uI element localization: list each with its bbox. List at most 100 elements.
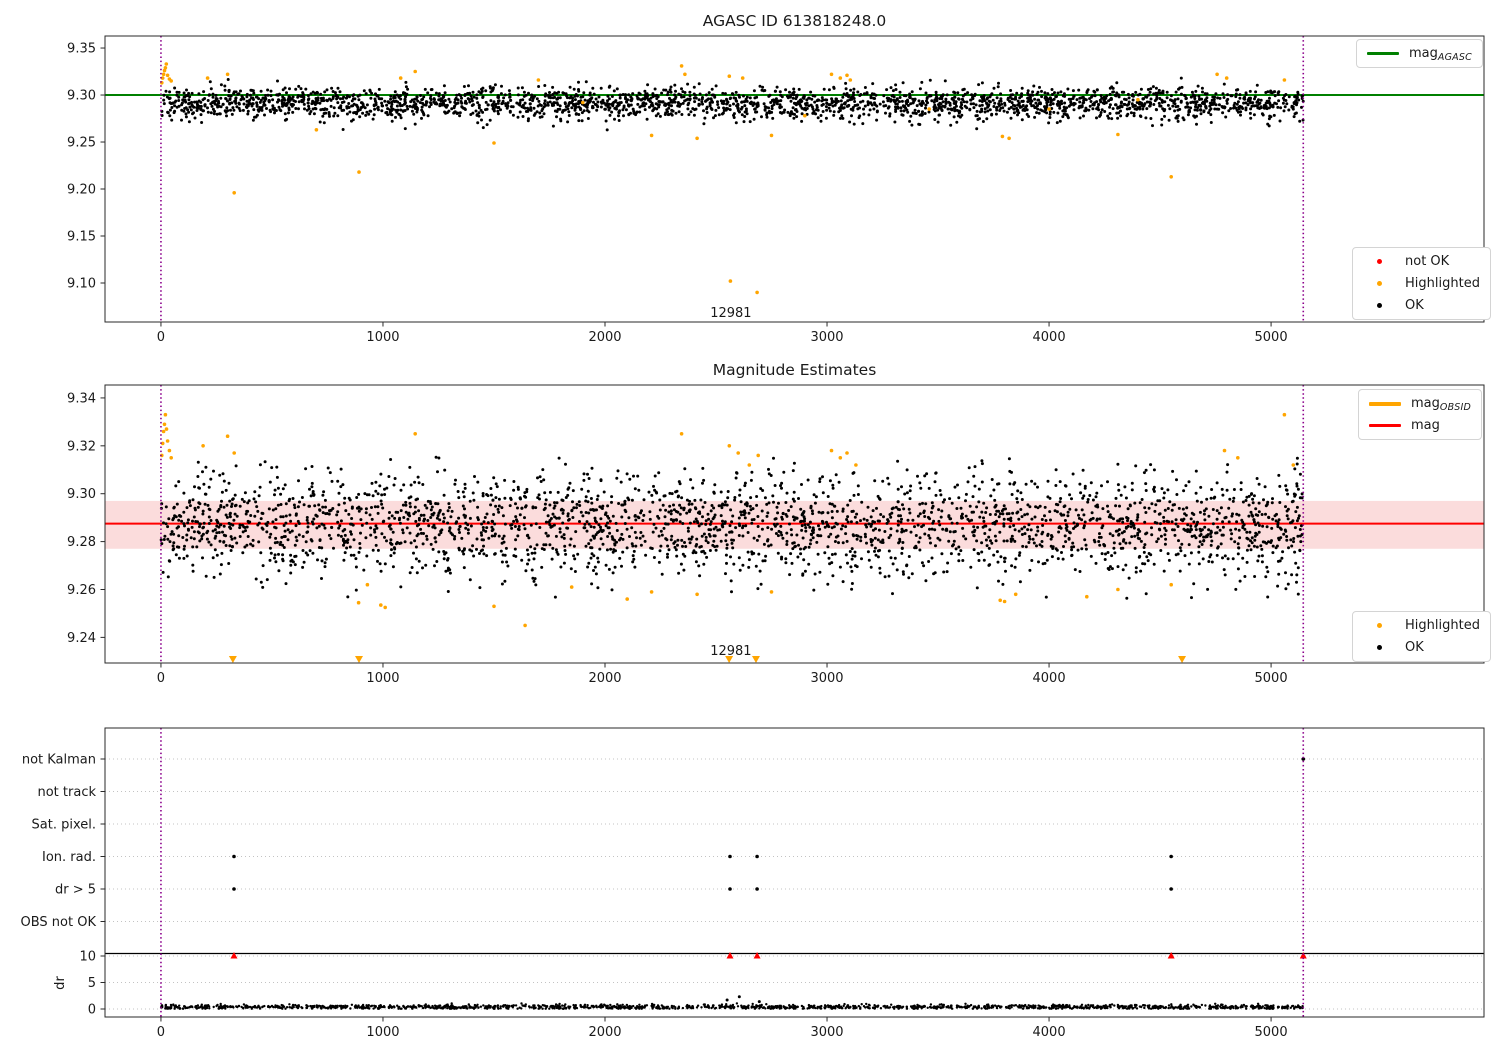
ok-point [996, 85, 1000, 89]
ok-point [778, 103, 782, 107]
ok-point [703, 116, 707, 120]
ok-point [180, 118, 183, 122]
ok-point [1243, 575, 1247, 578]
ok-point [977, 487, 981, 491]
ok-point [1257, 501, 1261, 505]
ok-point [685, 498, 689, 502]
ok-point [380, 97, 384, 101]
ok-point [853, 550, 857, 554]
ok-point [956, 483, 959, 487]
ok-point [832, 85, 836, 89]
ok-point [463, 482, 467, 486]
ok-point [567, 110, 571, 114]
ok-point [910, 572, 914, 576]
ok-point [493, 522, 497, 526]
ok-point [742, 94, 745, 98]
ok-point [466, 92, 470, 95]
ok-point [514, 515, 518, 519]
ok-point [240, 94, 244, 98]
ok-point [534, 506, 538, 510]
ok-point [708, 534, 712, 538]
ok-point [164, 89, 168, 93]
ok-point [242, 102, 246, 106]
ok-point [1231, 557, 1235, 561]
ok-point [995, 519, 998, 523]
ok-point [257, 494, 261, 498]
ok-point [786, 110, 790, 114]
ok-point [894, 83, 898, 87]
ok-point [737, 556, 741, 560]
ok-point [506, 564, 510, 568]
ok-point [1146, 559, 1150, 563]
ok-point [1114, 496, 1118, 500]
ok-point [815, 540, 819, 544]
ok-point [780, 517, 784, 521]
ok-point [608, 531, 612, 535]
ok-point [858, 94, 862, 97]
ok-point [890, 511, 894, 515]
ok-point [1290, 104, 1294, 108]
ok-point [516, 115, 520, 119]
ok-point [305, 516, 309, 519]
ok-point [785, 491, 789, 495]
ok-point [863, 86, 867, 89]
ok-point [268, 480, 272, 484]
ok-point [1203, 518, 1207, 522]
ok-point [852, 91, 855, 95]
ok-point [1017, 553, 1021, 557]
ok-point [539, 104, 543, 107]
ok-point [883, 530, 887, 533]
ok-point [902, 572, 905, 576]
ok-point [1215, 517, 1219, 521]
ok-point [744, 524, 748, 528]
ok-point [1036, 98, 1040, 102]
ok-point [641, 97, 645, 101]
ok-point [505, 560, 509, 564]
ok-point [413, 97, 417, 101]
ok-point [983, 532, 987, 535]
ok-point [966, 480, 970, 484]
ok-point [658, 100, 662, 104]
ok-point [828, 109, 832, 113]
ok-point [820, 99, 824, 103]
ok-point [645, 92, 649, 96]
ok-point [500, 560, 504, 564]
ok-point [585, 520, 589, 524]
ok-point [1106, 480, 1109, 484]
ok-point [644, 553, 648, 557]
ok-point [173, 514, 177, 518]
ok-point [577, 113, 581, 116]
ok-point [1243, 97, 1247, 101]
ok-point [1027, 523, 1031, 527]
ok-point [1131, 105, 1135, 108]
ok-point [898, 90, 902, 94]
ok-point [439, 529, 443, 533]
ok-point [783, 108, 787, 112]
ok-point [980, 100, 984, 103]
ok-point [1196, 106, 1200, 110]
ok-point [752, 102, 756, 106]
ok-point [548, 91, 551, 94]
ok-point [1269, 115, 1273, 119]
ok-point [869, 96, 873, 100]
ok-point [347, 496, 351, 500]
ok-point [908, 511, 912, 515]
ok-point [543, 84, 547, 87]
ok-point [702, 562, 706, 566]
ok-point [422, 95, 426, 99]
ok-point [953, 485, 957, 489]
ok-point [902, 94, 906, 98]
ok-point [175, 545, 179, 549]
ok-point [1221, 520, 1225, 524]
ok-point [792, 93, 796, 97]
ok-point [161, 570, 165, 574]
ok-point [225, 515, 229, 519]
ok-point [1178, 546, 1182, 550]
ok-point [520, 558, 524, 562]
ok-point [509, 98, 512, 102]
ok-point [370, 91, 374, 95]
ok-point [702, 532, 706, 536]
ok-point [939, 493, 943, 497]
ok-point [906, 518, 910, 522]
ok-point [380, 493, 384, 497]
